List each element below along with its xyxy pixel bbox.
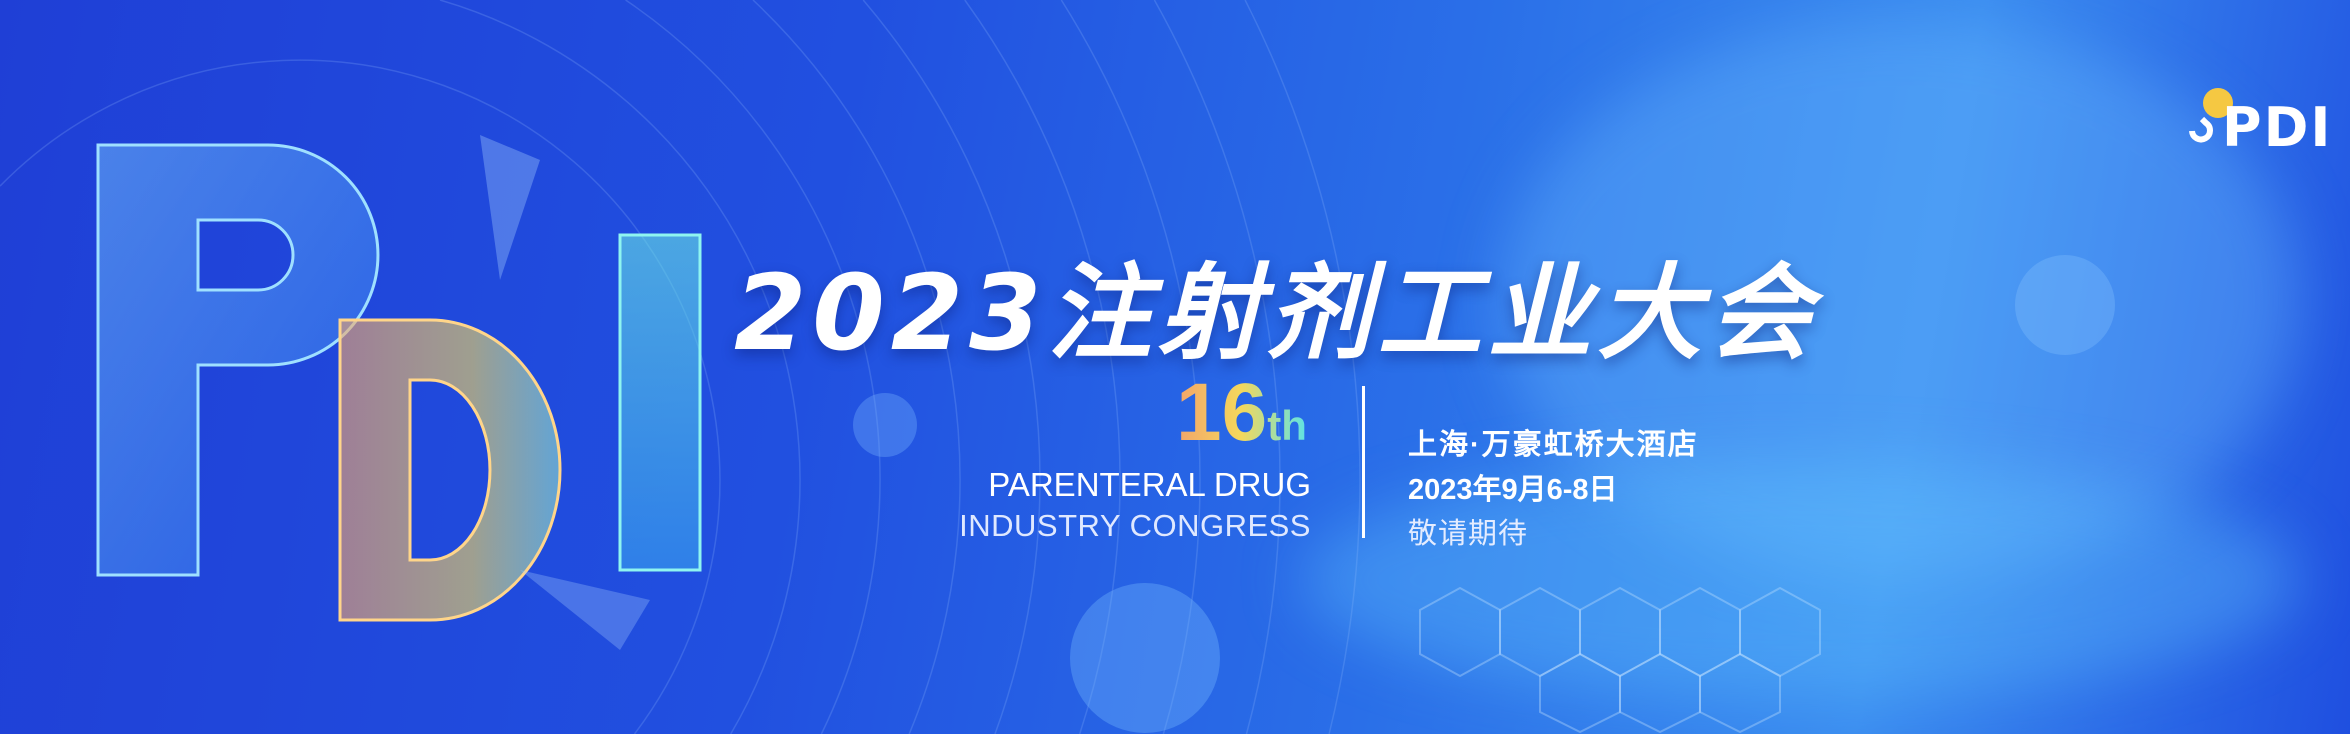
letter-p <box>96 143 380 577</box>
decor-tube <box>520 570 650 650</box>
decorative-pdi-letters <box>96 135 702 650</box>
background-arc <box>1060 0 1201 734</box>
event-title: 2023注射剂工业大会 <box>734 252 1818 374</box>
background-arc <box>439 0 801 734</box>
background-glow-lower <box>1300 460 2300 700</box>
tagline-text: 敬请期待 <box>1408 518 1529 550</box>
background-glow <box>1500 20 2300 580</box>
background-arc <box>1153 0 1281 734</box>
background-arc <box>862 0 1041 734</box>
edition-number: 16th <box>1176 372 1307 454</box>
background-arc <box>964 0 1121 734</box>
pdi-logo[interactable]: PDI <box>2180 86 2333 166</box>
decor-tube <box>480 135 540 280</box>
english-title-line1: PARENTERAL DRUG <box>988 466 1311 503</box>
letter-i <box>618 233 702 572</box>
letter-d <box>338 318 562 622</box>
background-arc <box>625 0 881 734</box>
venue-text: 上海·万豪虹桥大酒店 <box>1408 429 1699 461</box>
background-arc <box>752 0 961 734</box>
decor-sphere <box>853 393 917 457</box>
vertical-divider <box>1362 386 1365 538</box>
english-title-line2: INDUSTRY CONGRESS <box>959 508 1311 543</box>
decor-sphere <box>2015 255 2115 355</box>
background-arc <box>0 59 721 734</box>
hexagon-pattern <box>1419 586 1821 734</box>
logo-text: PDI <box>2222 96 2333 159</box>
decor-sphere <box>1070 583 1220 733</box>
logo-drop-icon <box>2189 88 2233 143</box>
edition-suffix: th <box>1267 402 1307 449</box>
date-text: 2023年9月6-8日 <box>1408 474 1618 506</box>
edition-number-value: 16 <box>1176 367 1268 458</box>
background-arc <box>1244 0 1361 734</box>
